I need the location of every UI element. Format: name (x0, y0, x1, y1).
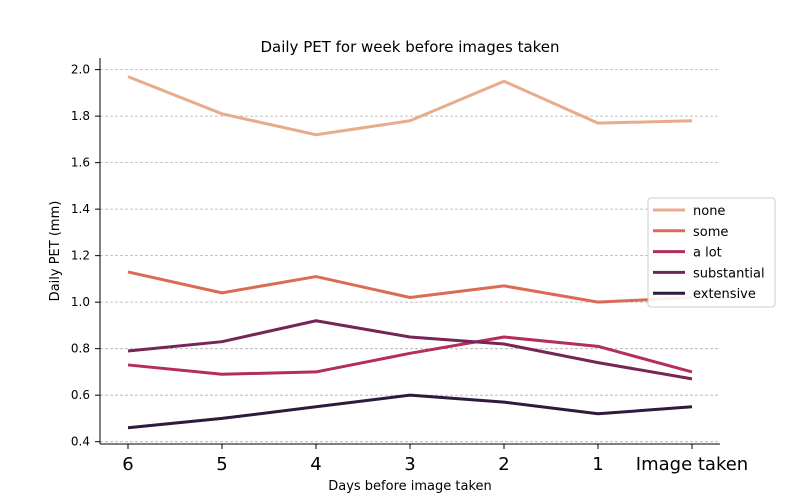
legend-label: a lot (693, 246, 722, 261)
chart-title: Daily PET for week before images taken (260, 38, 559, 56)
x-tick-label: 6 (122, 454, 133, 475)
y-tick-label: 1.4 (71, 202, 90, 216)
series-line-none (127, 75, 693, 137)
y-ticks: 0.4 0.6 0.8 1.0 1.2 1.4 1.6 1.8 2.0 (71, 63, 100, 449)
legend-label: substantial (693, 266, 765, 281)
legend-label: none (693, 204, 725, 219)
y-tick-label: 1.8 (71, 109, 90, 123)
x-tick-label: 2 (498, 454, 509, 475)
x-axis-label: Days before image taken (328, 479, 492, 494)
series-line-substantial (127, 319, 693, 381)
y-tick-label: 1.0 (71, 295, 90, 309)
y-tick-label: 0.4 (71, 435, 90, 449)
series-line-a-lot (127, 335, 693, 376)
series-lines (127, 75, 693, 430)
y-tick-label: 1.6 (71, 156, 90, 170)
legend-box (647, 197, 776, 308)
series-line-extensive (127, 393, 693, 430)
y-tick-label: 0.6 (71, 388, 90, 402)
x-tick-label: 4 (310, 454, 321, 475)
y-tick-label: 0.8 (71, 342, 90, 356)
gridlines (100, 69, 720, 443)
x-tick-label: 1 (592, 454, 603, 475)
legend: none some a lot substantial extensive (647, 197, 776, 308)
x-ticks: 6 5 4 3 2 1 Image taken (122, 444, 748, 475)
y-tick-label: 1.2 (71, 249, 90, 263)
y-tick-label: 2.0 (71, 63, 90, 77)
x-tick-label: 3 (404, 454, 415, 475)
series-line-some (127, 270, 693, 304)
x-tick-label: Image taken (636, 454, 748, 475)
legend-label: some (693, 225, 728, 240)
legend-label: extensive (693, 287, 756, 302)
y-axis-label: Daily PET (mm) (48, 201, 63, 302)
x-tick-label: 5 (216, 454, 227, 475)
